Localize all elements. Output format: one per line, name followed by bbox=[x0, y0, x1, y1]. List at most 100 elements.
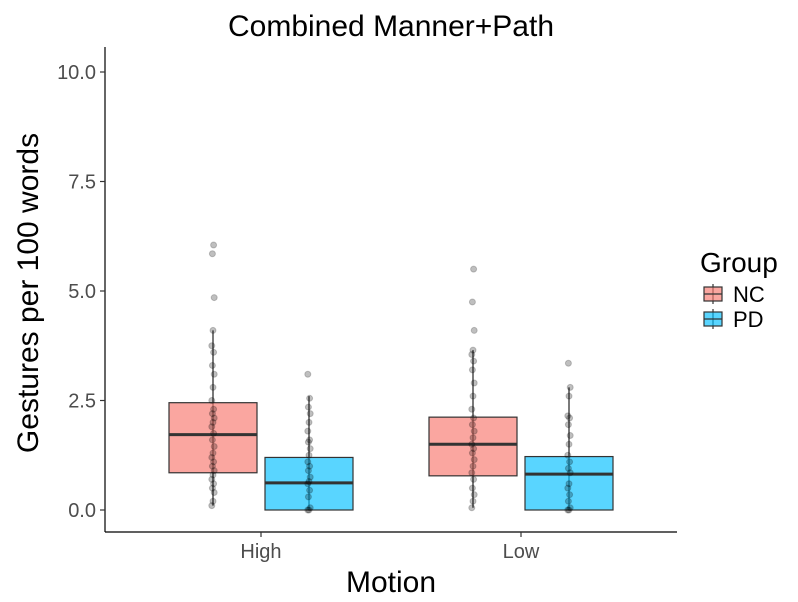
data-point bbox=[564, 359, 572, 367]
data-point bbox=[470, 445, 478, 453]
data-point bbox=[306, 394, 314, 402]
chart-title: Combined Manner+Path bbox=[228, 10, 554, 43]
data-point bbox=[210, 429, 218, 437]
data-point bbox=[470, 379, 478, 387]
data-point bbox=[305, 451, 313, 459]
data-point bbox=[210, 241, 218, 249]
data-point bbox=[566, 458, 574, 466]
data-point bbox=[470, 427, 478, 435]
legend-key-nc bbox=[703, 284, 723, 304]
legend-label-nc: NC bbox=[733, 282, 765, 307]
box-pd-high bbox=[264, 370, 354, 514]
data-point bbox=[565, 392, 573, 400]
data-point bbox=[208, 250, 216, 258]
data-point bbox=[306, 436, 314, 444]
data-point bbox=[210, 348, 218, 356]
data-point bbox=[468, 504, 476, 512]
x-axis-title: Motion bbox=[346, 566, 436, 599]
data-point bbox=[468, 484, 476, 492]
data-point bbox=[208, 502, 216, 510]
data-point bbox=[304, 458, 312, 466]
data-point bbox=[468, 366, 476, 374]
data-point bbox=[566, 504, 574, 512]
box-pd-low bbox=[524, 359, 614, 514]
data-point bbox=[305, 506, 313, 514]
box bbox=[428, 416, 518, 477]
data-point bbox=[468, 351, 476, 359]
data-point bbox=[306, 410, 314, 418]
data-point bbox=[210, 467, 218, 475]
data-point bbox=[304, 480, 312, 488]
data-point bbox=[208, 361, 216, 369]
y-tick-label: 7.5 bbox=[68, 172, 96, 194]
data-point bbox=[208, 342, 216, 350]
box-nc-high bbox=[168, 241, 258, 510]
y-tick-label: 5.0 bbox=[68, 281, 96, 303]
data-point bbox=[208, 410, 216, 418]
data-point bbox=[469, 434, 477, 442]
data-point bbox=[564, 484, 572, 492]
data-point bbox=[470, 265, 478, 273]
legend-label-pd: PD bbox=[733, 307, 764, 332]
data-point bbox=[566, 414, 574, 422]
data-point bbox=[304, 370, 312, 378]
data-point bbox=[468, 298, 476, 306]
data-point bbox=[306, 473, 314, 481]
data-point bbox=[209, 418, 217, 426]
data-point bbox=[470, 357, 478, 365]
data-point bbox=[209, 449, 217, 457]
data-point bbox=[209, 383, 217, 391]
data-point bbox=[210, 442, 218, 450]
data-point bbox=[468, 449, 476, 457]
data-point bbox=[469, 392, 477, 400]
data-point bbox=[210, 480, 218, 488]
data-point bbox=[470, 475, 478, 483]
data-point bbox=[208, 453, 216, 461]
x-tick-label: High bbox=[240, 541, 281, 563]
box-nc-low bbox=[428, 265, 518, 512]
data-point bbox=[208, 397, 216, 404]
data-point bbox=[210, 294, 218, 302]
data-point bbox=[304, 403, 312, 411]
data-point bbox=[210, 370, 218, 378]
data-point bbox=[208, 423, 216, 431]
data-point bbox=[304, 506, 312, 514]
y-tick-label: 2.5 bbox=[68, 391, 96, 413]
data-point bbox=[306, 462, 314, 470]
data-point bbox=[306, 504, 314, 512]
data-point bbox=[564, 421, 572, 429]
data-point bbox=[210, 414, 218, 422]
data-point bbox=[304, 467, 312, 475]
legend-key-pd bbox=[703, 309, 723, 329]
data-point bbox=[468, 469, 476, 477]
data-point bbox=[304, 493, 312, 501]
data-point bbox=[304, 427, 312, 435]
data-point bbox=[566, 469, 574, 477]
data-point bbox=[210, 488, 218, 496]
data-point bbox=[208, 484, 216, 492]
data-point bbox=[470, 414, 478, 422]
data-point bbox=[468, 405, 476, 413]
y-axis-title: Gestures per 100 words bbox=[12, 133, 45, 453]
data-point bbox=[208, 462, 216, 470]
data-point bbox=[304, 438, 312, 446]
data-point bbox=[470, 456, 478, 464]
data-point bbox=[208, 436, 216, 444]
data-point bbox=[564, 506, 572, 514]
y-tick-label: 10.0 bbox=[57, 62, 96, 84]
data-point bbox=[468, 421, 476, 429]
data-point bbox=[210, 458, 218, 466]
data-point bbox=[469, 462, 477, 470]
legend-title: Group bbox=[700, 247, 778, 278]
data-point bbox=[208, 475, 216, 483]
data-point bbox=[566, 383, 574, 391]
data-point bbox=[470, 326, 478, 334]
data-point bbox=[209, 326, 217, 334]
data-point bbox=[468, 440, 476, 448]
data-point bbox=[566, 432, 574, 440]
data-point bbox=[565, 440, 573, 448]
data-point bbox=[565, 506, 573, 514]
data-point bbox=[564, 451, 572, 459]
